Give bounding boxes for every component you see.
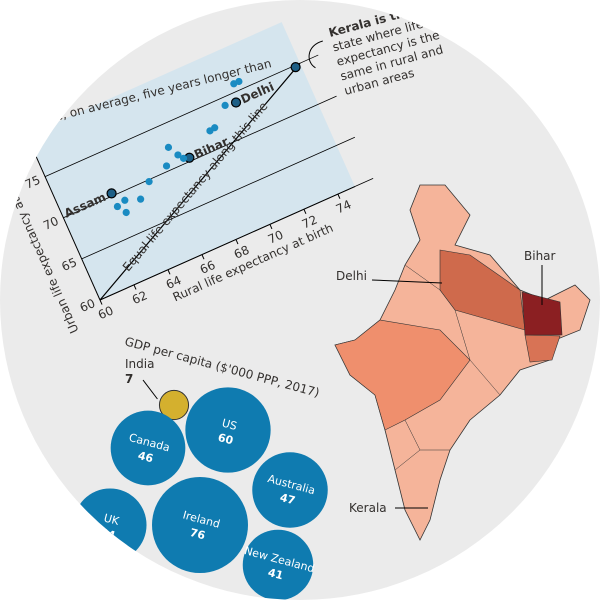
scatter-point <box>164 143 173 151</box>
bubble-label: India <box>125 357 154 371</box>
x-tick <box>337 193 341 199</box>
grid-line <box>44 54 319 178</box>
map-label: Delhi <box>336 269 367 283</box>
scatter-point <box>221 101 229 109</box>
x-tick-label: 64 <box>164 273 184 292</box>
bubble-value: 60 <box>216 431 234 448</box>
scatter-point <box>179 154 188 162</box>
x-tick <box>269 224 273 230</box>
scatter-point <box>235 77 243 86</box>
x-tick <box>99 299 103 305</box>
y-axis <box>26 135 101 301</box>
scatter-point <box>162 162 171 170</box>
pointer <box>142 379 158 400</box>
x-tick <box>303 209 307 214</box>
x-tick-label: 62 <box>130 288 150 307</box>
scatter-point <box>122 208 130 217</box>
region <box>334 319 471 431</box>
bubble-label: US <box>220 416 238 432</box>
x-tick <box>201 254 205 260</box>
x-tick-label: 70 <box>266 228 286 247</box>
map-label: Kerala <box>349 501 387 515</box>
region <box>524 334 561 363</box>
grid-line <box>81 136 356 260</box>
y-tick-label: 70 <box>41 214 61 233</box>
bubble <box>185 387 271 473</box>
bubble-value: 76 <box>188 526 206 543</box>
bubble-value: 46 <box>136 449 154 466</box>
scatter-point <box>230 97 242 108</box>
y-tick-label: 65 <box>59 255 79 274</box>
bubble <box>242 529 314 600</box>
x-tick-label: 74 <box>334 197 354 216</box>
state-border <box>404 419 421 451</box>
scatter-point <box>121 196 129 204</box>
scatter-point <box>145 177 153 186</box>
map-label: Bihar <box>524 249 556 263</box>
india-map: Delhi Bihar Kerala <box>334 184 591 541</box>
bihar-region <box>521 291 563 336</box>
x-tick-label: 68 <box>232 243 252 262</box>
x-tick-label: 60 <box>96 303 116 322</box>
bubble <box>252 452 328 528</box>
scatter-point <box>113 202 122 211</box>
bubble <box>158 389 190 421</box>
scatter-point <box>137 195 145 203</box>
x-tick <box>235 239 239 245</box>
scatter-point <box>106 188 117 199</box>
bubble <box>110 410 186 486</box>
x-tick-label: 72 <box>300 213 320 232</box>
equality-line <box>99 62 301 301</box>
bubble-value: 7 <box>125 372 133 386</box>
scatter-point <box>174 151 182 159</box>
scatter-point <box>211 124 219 132</box>
leader-line <box>371 279 443 284</box>
bubble-label: UK <box>102 511 121 528</box>
bubble-value: 47 <box>278 491 296 508</box>
note-arrow <box>308 40 323 69</box>
bubble-chart: GDP per capita ($'000 PPP, 2017)India7US… <box>73 334 328 600</box>
state-border <box>404 264 501 396</box>
y-tick-label: 75 <box>23 173 43 192</box>
x-tick <box>167 269 171 275</box>
bubble <box>152 477 248 573</box>
bubble-value: 41 <box>266 566 284 583</box>
x-tick-label: 66 <box>198 258 218 277</box>
scatter-point <box>290 62 301 73</box>
y-tick-label: 60 <box>78 296 98 315</box>
x-axis <box>99 186 356 301</box>
x-tick <box>133 284 137 290</box>
bubble-value: 44 <box>98 526 116 543</box>
